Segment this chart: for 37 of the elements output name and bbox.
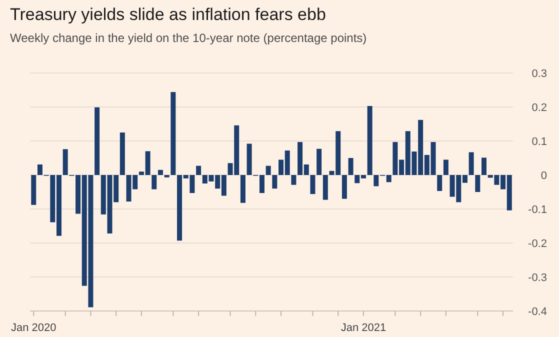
y-tick-label: -0.1 xyxy=(528,204,547,216)
bar xyxy=(158,170,163,175)
x-tick-label: Jan 2021 xyxy=(340,322,386,334)
bar xyxy=(322,175,328,200)
bar xyxy=(266,166,271,175)
bar xyxy=(120,132,125,175)
bar xyxy=(437,175,442,191)
x-tick-label: Jan 2020 xyxy=(10,322,56,334)
chart-subtitle: Weekly change in the yield on the 10-year note (percentage points) xyxy=(10,31,367,45)
bar xyxy=(310,175,316,194)
bar xyxy=(170,92,176,175)
y-tick-label: 0 xyxy=(540,170,547,182)
y-tick-label: 0.1 xyxy=(532,136,547,148)
bar xyxy=(475,175,480,192)
bar xyxy=(272,175,278,189)
bar xyxy=(62,149,68,175)
bar xyxy=(291,175,296,185)
bar xyxy=(443,160,448,175)
y-tick-label: -0.4 xyxy=(528,306,547,318)
chart-title: Treasury yields slide as inflation fears ebb xyxy=(10,5,326,24)
bar xyxy=(367,106,372,175)
bar xyxy=(246,144,252,175)
y-tick-label: -0.2 xyxy=(528,238,547,250)
bar xyxy=(468,152,474,175)
bar xyxy=(196,166,202,175)
bar xyxy=(37,164,42,175)
bar xyxy=(240,175,246,203)
bar xyxy=(152,175,157,190)
y-tick-label: -0.3 xyxy=(528,272,547,284)
bar xyxy=(342,175,347,199)
bar xyxy=(31,175,36,205)
bar xyxy=(316,148,322,175)
bar xyxy=(482,158,486,175)
bar xyxy=(94,107,100,175)
y-tick-label: 0.3 xyxy=(532,68,547,80)
bar xyxy=(348,158,354,175)
y-tick-label: 0.2 xyxy=(532,102,547,114)
